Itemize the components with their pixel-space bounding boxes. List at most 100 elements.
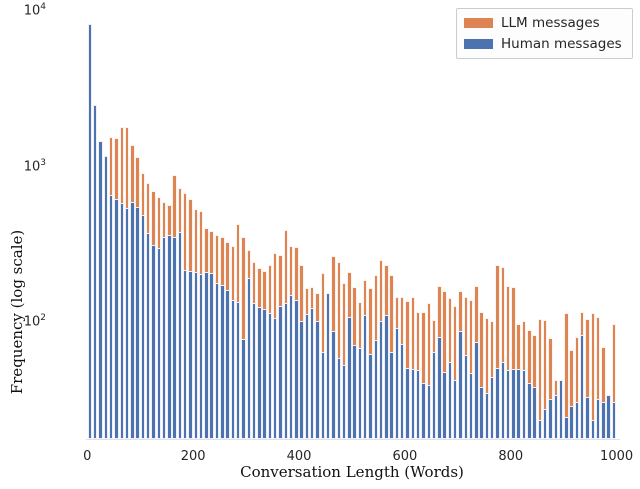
histogram-bar-human [283, 302, 289, 439]
histogram-bar-human [352, 345, 357, 439]
histogram-bar-human [368, 353, 373, 439]
legend-item: Human messages [464, 36, 622, 52]
histogram-bar-human [516, 368, 521, 439]
histogram-bar-human [251, 303, 257, 439]
histogram-bar-human [108, 194, 114, 439]
histogram-bar-human [183, 269, 188, 439]
legend-label: Human messages [501, 36, 622, 52]
histogram-bar-human [172, 236, 177, 439]
legend-swatch-icon [464, 39, 493, 49]
histogram-bar-human [564, 417, 569, 439]
y-tick-label: 104 [23, 2, 46, 19]
histogram-bar-human [548, 399, 553, 439]
histogram-bar-human [235, 301, 241, 439]
x-tick-label: 800 [498, 449, 524, 464]
histogram-bar-human [225, 289, 230, 439]
histogram-bar-human [193, 271, 199, 439]
histogram-bar-human [167, 234, 172, 439]
histogram-bar-human [421, 383, 426, 439]
histogram-bar-human [273, 318, 278, 439]
histogram-bar-human [320, 352, 326, 439]
histogram-bar-human [521, 370, 527, 439]
histogram-bar-human [299, 320, 304, 439]
histogram-bar-human [119, 202, 124, 439]
histogram-bar-human [267, 312, 273, 439]
histogram-bar-human [336, 358, 341, 439]
histogram-bar-human [241, 339, 246, 439]
histogram-bar-human [611, 401, 617, 439]
histogram-bar-human [569, 406, 574, 439]
histogram-bar-human [87, 23, 93, 439]
histogram-bar-human [389, 352, 394, 439]
histogram-bar-human [447, 362, 453, 439]
histogram-bar-human [357, 348, 363, 439]
histogram-bar-human [145, 233, 151, 439]
histogram-bar-human [527, 383, 532, 439]
histogram-bar-human [214, 282, 220, 439]
histogram-bar-human [553, 394, 558, 439]
histogram-bar-human [579, 334, 585, 439]
histogram-bar-human [288, 294, 294, 439]
histogram-bar-human [437, 337, 442, 439]
histogram-bar-human [490, 376, 495, 439]
histogram-bar-human [257, 306, 262, 439]
x-tick-label: 400 [286, 449, 312, 464]
histogram-bar-human [558, 379, 564, 439]
histogram-bar-human [479, 386, 484, 439]
y-tick-label: 102 [23, 313, 46, 330]
histogram-bar-human [468, 373, 474, 439]
histogram-bar-human [484, 392, 490, 439]
histogram-bar-human [410, 368, 416, 439]
histogram-bar-human [204, 271, 209, 439]
histogram-bar-human [442, 371, 447, 439]
histogram-bar-human [198, 274, 204, 439]
histogram-bar-human [331, 331, 336, 439]
histogram-bar-human [177, 231, 183, 439]
histogram-bar-human [595, 399, 601, 439]
histogram-bar-human [209, 272, 214, 439]
histogram-bar-human [590, 420, 596, 439]
x-tick-label: 1000 [600, 449, 634, 464]
histogram-bar-human [130, 202, 135, 439]
histogram-bar-human [431, 352, 437, 439]
y-tick-label: 103 [23, 157, 46, 174]
histogram-bar-human [426, 385, 431, 439]
x-tick-label: 200 [180, 449, 206, 464]
histogram-bar-human [304, 314, 310, 439]
x-axis-spine [86, 439, 620, 440]
histogram-bar-human [294, 299, 299, 439]
histogram-bar-human [574, 401, 580, 439]
histogram-bar-human [347, 316, 352, 439]
x-tick-label: 600 [392, 449, 418, 464]
x-axis-label: Conversation Length (Words) [240, 463, 464, 481]
histogram-bar-human [378, 321, 384, 439]
histogram-bar-human [246, 277, 251, 439]
histogram-bar-human [601, 401, 606, 439]
histogram-bar-human [325, 293, 331, 439]
histogram-bar-human [161, 237, 167, 439]
histogram-bar-human [315, 320, 320, 439]
histogram-bar-human [452, 379, 458, 439]
histogram-bar-human [495, 367, 500, 439]
histogram-bar-human [151, 244, 156, 439]
legend: LLM messages Human messages [456, 8, 633, 59]
histogram-bar-human [511, 368, 516, 439]
legend-item: LLM messages [464, 15, 622, 31]
histogram-bar-human [373, 340, 378, 439]
histogram-bar-human [220, 285, 225, 439]
histogram-bar-human [156, 247, 161, 439]
histogram-bar-human [362, 315, 368, 439]
histogram-bar-human [230, 299, 236, 439]
histogram-bar-human [606, 394, 611, 439]
histogram-bar-human [278, 305, 283, 439]
histogram-bar-human [188, 271, 193, 439]
histogram-bar-human [394, 328, 400, 439]
histogram-bar-human [93, 104, 98, 439]
histogram-bar-human [463, 354, 468, 439]
histogram-bar-human [114, 199, 119, 439]
histogram-bar-human [341, 364, 347, 439]
histogram-bar-human [474, 342, 479, 439]
histogram-bar-human [140, 214, 146, 439]
x-tick-label: 0 [83, 449, 92, 464]
